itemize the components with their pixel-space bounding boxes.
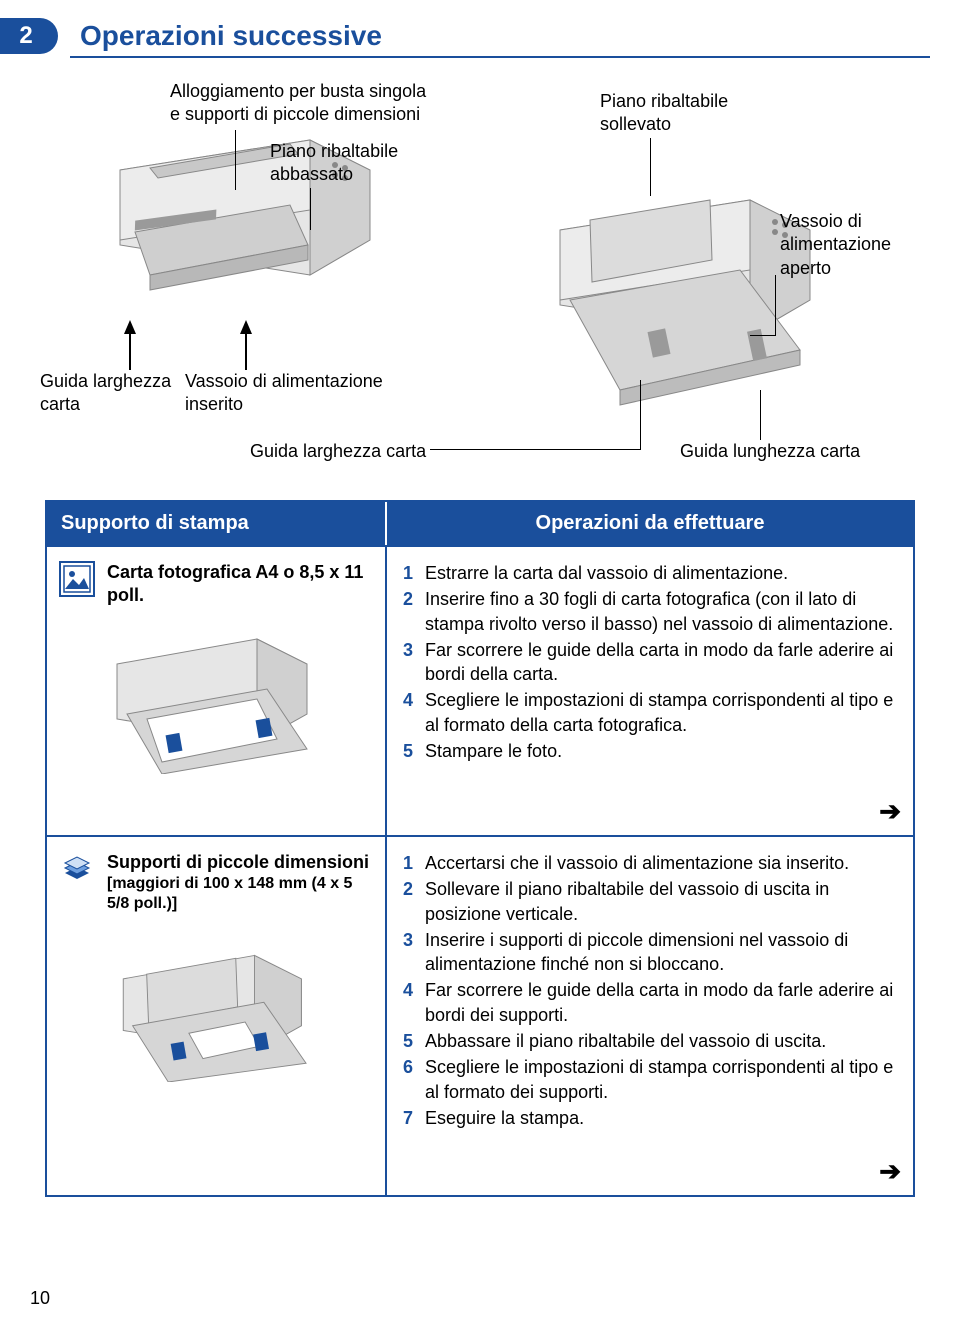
step-item: Accertarsi che il vassoio di alimentazio…: [403, 851, 897, 875]
step-item: Inserire i supporti di piccole dimension…: [403, 928, 897, 977]
label-width-guide-left: Guida larghezza carta: [40, 370, 171, 417]
label-length-guide: Guida lunghezza carta: [680, 440, 860, 463]
continue-arrow-icon: ➔: [879, 796, 901, 827]
page-number: 10: [30, 1288, 50, 1309]
label-width-guide-center: Guida larghezza carta: [250, 440, 426, 463]
printer-right-illustration: [500, 160, 860, 420]
step-item: Far scorrere le guide della carta in mod…: [403, 638, 897, 687]
step-item: Far scorrere le guide della carta in mod…: [403, 978, 897, 1027]
step-item: Sollevare il piano ribaltabile del vasso…: [403, 877, 897, 926]
photo-icon: [59, 561, 95, 597]
label-foldup-up: Piano ribaltabile sollevato: [600, 90, 728, 137]
label-in-tray-pushed: Vassoio di alimentazione inserito: [185, 370, 383, 417]
mini-printer-illustration: [107, 932, 327, 1082]
stack-icon: [59, 851, 95, 887]
table-row: Carta fotografica A4 o 8,5 x 11 poll. Es…: [45, 547, 915, 837]
printer-diagram: Alloggiamento per busta singola e suppor…: [40, 80, 920, 480]
steps-list: Accertarsi che il vassoio di alimentazio…: [403, 851, 897, 1130]
step-item: Stampare le foto.: [403, 739, 897, 763]
step-item: Inserire fino a 30 fogli di carta fotogr…: [403, 587, 897, 636]
chapter-number-badge: 2: [0, 18, 58, 54]
chapter-underline: [70, 56, 930, 58]
table-header-right: Operazioni da effettuare: [387, 502, 913, 545]
media-subtitle: [maggiori di 100 x 148 mm (4 x 5 5/8 pol…: [107, 874, 371, 914]
continue-arrow-icon: ➔: [879, 1156, 901, 1187]
step-item: Estrarre la carta dal vassoio di aliment…: [403, 561, 897, 585]
table-row: Supporti di piccole dimensioni [maggiori…: [45, 837, 915, 1197]
table-header: Supporto di stampa Operazioni da effettu…: [45, 500, 915, 547]
step-item: Eseguire la stampa.: [403, 1106, 897, 1130]
steps-list: Estrarre la carta dal vassoio di aliment…: [403, 561, 897, 763]
label-foldup-down: Piano ribaltabile abbassato: [270, 140, 398, 187]
table-header-left: Supporto di stampa: [47, 502, 387, 545]
media-title: Carta fotografica A4 o 8,5 x 11 poll.: [107, 561, 371, 606]
media-title: Supporti di piccole dimensioni: [107, 851, 371, 874]
label-envelope-slot: Alloggiamento per busta singola e suppor…: [170, 80, 426, 127]
media-table: Supporto di stampa Operazioni da effettu…: [45, 500, 915, 1197]
step-item: Scegliere le impostazioni di stampa corr…: [403, 688, 897, 737]
mini-printer-illustration: [107, 624, 327, 774]
chapter-title: Operazioni successive: [80, 20, 382, 52]
step-item: Abbassare il piano ribaltabile del vasso…: [403, 1029, 897, 1053]
label-in-tray-open: Vassoio di alimentazione aperto: [780, 210, 891, 280]
step-item: Scegliere le impostazioni di stampa corr…: [403, 1055, 897, 1104]
